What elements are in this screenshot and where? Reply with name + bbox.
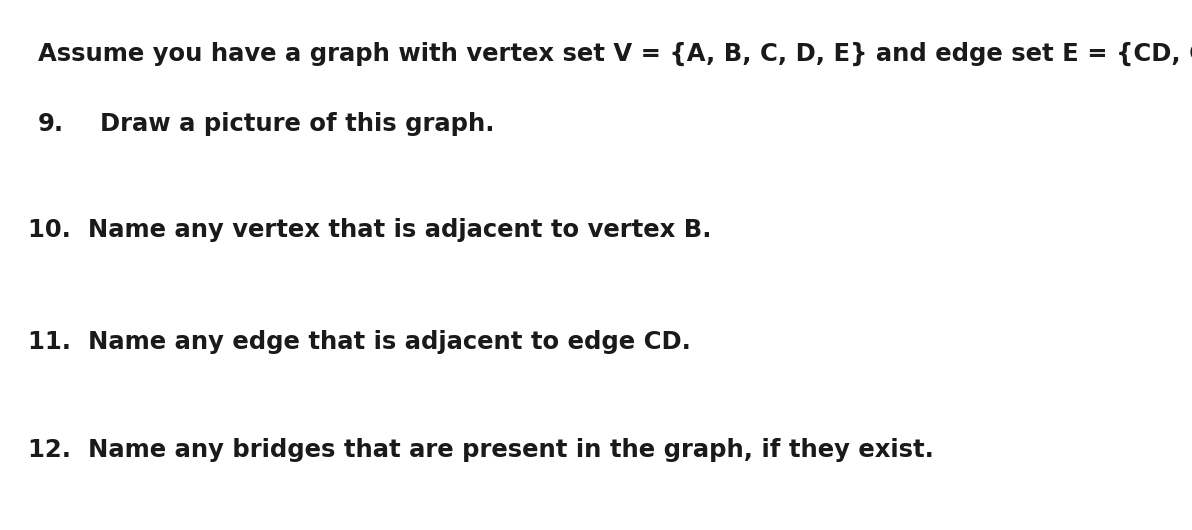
Text: Draw a picture of this graph.: Draw a picture of this graph.	[100, 112, 495, 136]
Text: Assume you have a graph with vertex set V = {A, B, C, D, E} and edge set E = {CD: Assume you have a graph with vertex set …	[38, 42, 1192, 66]
Text: 10.  Name any vertex that is adjacent to vertex B.: 10. Name any vertex that is adjacent to …	[27, 218, 712, 242]
Text: 12.  Name any bridges that are present in the graph, if they exist.: 12. Name any bridges that are present in…	[27, 438, 933, 462]
Text: 11.  Name any edge that is adjacent to edge CD.: 11. Name any edge that is adjacent to ed…	[27, 330, 691, 354]
Text: 9.: 9.	[38, 112, 64, 136]
